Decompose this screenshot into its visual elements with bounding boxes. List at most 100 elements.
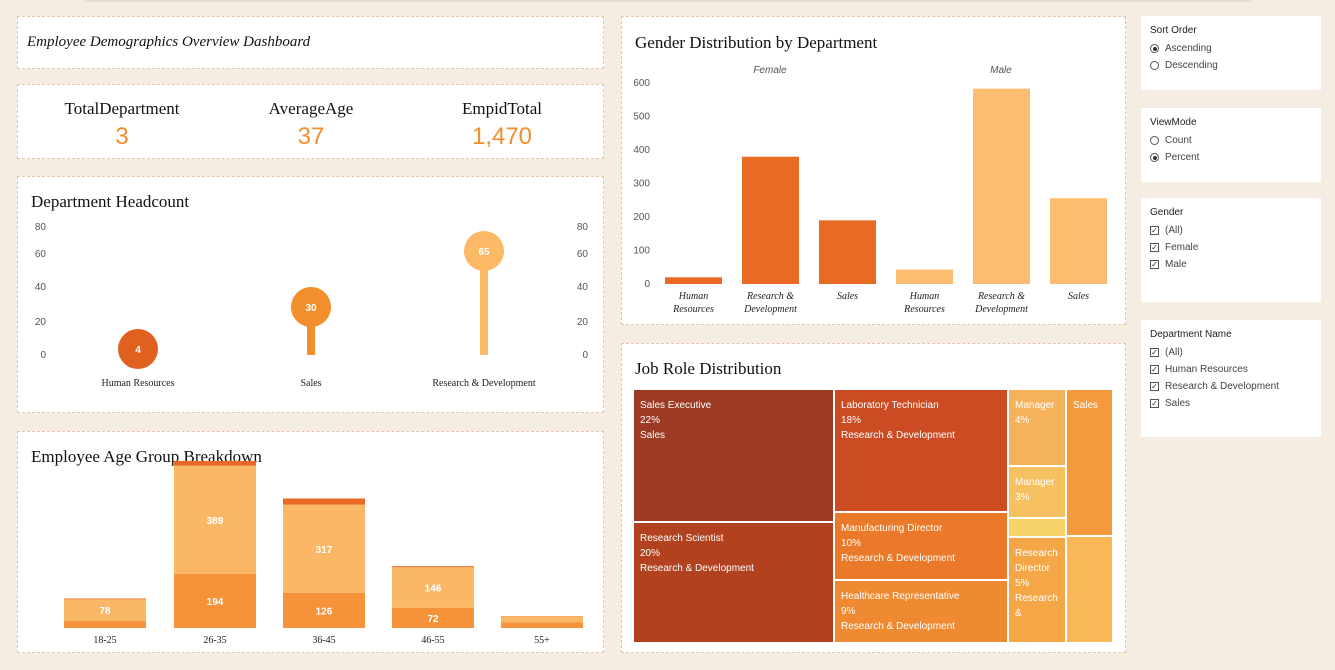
treemap-cell[interactable]: Research Scientist 20% Research & Developm… [634,523,833,642]
age-category-label: 46-55 [421,635,444,646]
gender-distribution-panel: Gender Distribution by Department 600 500… [621,16,1126,325]
treemap-cell[interactable]: Manufacturing Director 10% Research & Deve… [835,513,1007,579]
headcount-dot [291,287,331,327]
age-bar-value-label: 146 [425,584,442,595]
gender-bar [665,277,722,284]
title-panel: Employee Demographics Overview Dashboard [17,16,604,69]
top-border [85,0,1251,2]
gender-distribution-title: Gender Distribution by Department [635,33,878,52]
checkbox-checked-icon[interactable]: ✓ [1150,365,1159,374]
age-bar-value-label: 194 [207,597,224,608]
y-axis-tick-left: 80 [35,222,47,233]
treemap-percent-label: 10% [841,538,862,549]
treemap-department-label: Research & Development [841,430,955,441]
sort-ascending-option[interactable]: Ascending [1150,40,1312,57]
radio-icon[interactable] [1150,136,1159,145]
y-axis-tick: 400 [633,145,650,156]
headcount-value-label: 4 [135,345,141,356]
checkbox-checked-icon[interactable]: ✓ [1150,348,1159,357]
gender-male-option[interactable]: ✓ Male [1150,259,1187,270]
job-role-panel: Job Role Distribution Sales Executive 22%… [621,343,1126,653]
y-axis-tick-right: 60 [577,249,589,260]
treemap-cell-small[interactable] [1067,537,1112,642]
headcount-dot [464,231,504,271]
age-bar-value-label: 78 [99,606,111,617]
department-all-option[interactable]: ✓ (All) [1150,347,1183,358]
y-axis-tick-right: 20 [577,317,589,328]
treemap-cell[interactable]: Sales Executive 22% Sales [634,390,833,521]
view-percent-option[interactable]: Percent [1150,149,1312,166]
treemap-cell[interactable]: Healthcare Representative 9% Research & De… [835,581,1007,642]
age-bar-segment [64,599,146,622]
age-bar-segment [283,592,365,628]
checkbox-checked-icon[interactable]: ✓ [1150,399,1159,408]
age-bar-segment [392,567,474,608]
checkbox-checked-icon[interactable]: ✓ [1150,243,1159,252]
treemap-percent-label: 3% [1015,492,1030,503]
age-category-label: 18-25 [93,635,116,646]
department-sales-option[interactable]: ✓ Sales [1150,398,1191,409]
radio-icon[interactable] [1150,61,1159,70]
panel-label-male: Male [990,65,1012,76]
gender-category-label: Development [974,304,1028,315]
age-category-label: 36-45 [312,635,335,646]
treemap-department-label: Sales [640,430,666,441]
treemap-cell[interactable]: Laboratory Technician 18% Research & Devel… [835,390,1007,511]
radio-selected-icon[interactable] [1150,44,1159,53]
checkbox-checked-icon[interactable]: ✓ [1150,260,1159,269]
headcount-stem [480,251,488,355]
department-filter-title: Department Name [1150,329,1232,340]
y-axis-tick: 200 [633,212,650,223]
sort-order-title: Sort Order [1150,25,1197,36]
treemap-department-label: Research & Development [640,563,754,574]
gender-category-label: Resources [672,304,714,315]
gender-bar [973,88,1030,284]
treemap-cell[interactable]: Research Director 5% Research & [1009,538,1065,642]
gender-filter: Gender ✓ (All) ✓ Female ✓ Male [1141,198,1321,302]
age-bar-segment [283,498,365,505]
age-bar-segment [64,621,146,628]
headcount-category-label: Human Resources [101,378,174,389]
y-axis-tick-left: 20 [35,317,47,328]
age-group-panel: Employee Age Group Breakdown 78 18-25 194 3… [17,431,604,653]
sort-descending-option[interactable]: Descending [1150,57,1312,74]
treemap-department-label: Research & Development [841,553,955,564]
department-rd-option[interactable]: ✓ Research & Development [1150,381,1279,392]
treemap-role-label: Laboratory Technician [841,400,939,411]
treemap-cell-small[interactable] [1009,519,1065,536]
headcount-dot [118,329,158,369]
age-bar-segment [283,504,365,593]
gender-all-option[interactable]: ✓ (All) [1150,225,1183,236]
gender-category-label: Sales [837,291,858,302]
treemap-cell[interactable]: Manager 4% [1009,390,1065,465]
radio-selected-icon[interactable] [1150,153,1159,162]
treemap-role-label: Sales [1073,400,1099,411]
y-axis-tick: 0 [644,279,650,290]
treemap-cell[interactable]: Manager 3% [1009,467,1065,517]
treemap-role-label: Research Director [1015,548,1058,574]
age-bar-segment [392,566,474,568]
y-axis-tick-right: 80 [577,222,589,233]
view-count-option[interactable]: Count [1150,132,1312,149]
treemap-role-label: Manufacturing Director [841,523,943,534]
treemap-role-label: Manager [1015,400,1055,411]
kpi-total-department-label: TotalDepartment [64,99,180,118]
age-bar-segment [501,622,583,628]
checkbox-checked-icon[interactable]: ✓ [1150,382,1159,391]
age-bar-segment [64,598,146,600]
headcount-category-label: Research & Development [432,378,536,389]
gender-female-option[interactable]: ✓ Female [1150,242,1199,253]
gender-category-label: Research & [746,291,794,302]
checkbox-checked-icon[interactable]: ✓ [1150,226,1159,235]
treemap-role-label: Healthcare Representative [841,591,960,602]
headcount-value-label: 30 [305,303,317,314]
department-headcount-chart: 80 80 60 60 40 40 20 20 0 0 4 Human Resources 30 Sale… [35,222,589,389]
age-bar-segment [174,465,256,574]
y-axis-tick-left: 40 [35,282,47,293]
treemap-cell[interactable]: Sales [1067,390,1112,535]
department-hr-option[interactable]: ✓ Human Resources [1150,364,1248,375]
kpi-panel: TotalDepartment 3 AverageAge 37 EmpidTot… [17,84,604,159]
y-axis-tick: 300 [633,179,650,190]
gender-distribution-chart: 600 500 400 300 200 100 0 Female Male Human Resour… [633,65,1107,315]
treemap-percent-label: 22% [640,415,661,426]
